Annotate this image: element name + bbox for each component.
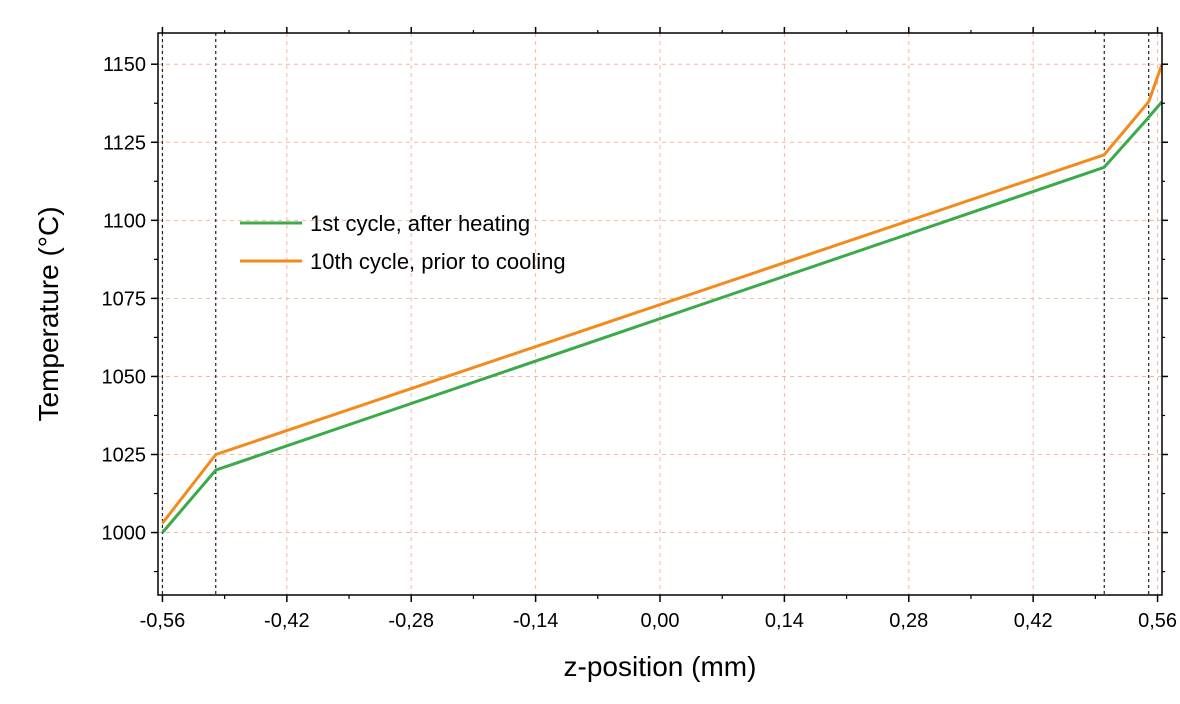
x-tick-label: 0,42 [1014, 610, 1053, 632]
x-tick-label: -0,42 [264, 610, 310, 632]
x-tick-label: -0,56 [140, 610, 186, 632]
y-axis-title: Temperature (°C) [33, 206, 64, 421]
y-tick-label: 1075 [102, 288, 147, 310]
x-tick-label: 0,14 [765, 610, 804, 632]
legend-label-series-1: 1st cycle, after heating [310, 211, 530, 236]
x-axis-title: z-position (mm) [564, 651, 757, 682]
reference-lines [161, 33, 1150, 595]
x-tick-label: 0,28 [889, 610, 928, 632]
x-tick-label: -0,28 [388, 610, 434, 632]
legend-label-series-2: 10th cycle, prior to cooling [310, 249, 566, 274]
axis-ticks: -0,56 -0,42 -0,28 -0,14 0,00 0,14 0,28 0,42 0,56… [102, 27, 1177, 632]
y-tick-label: 1025 [102, 445, 147, 467]
y-tick-label: 1125 [103, 132, 146, 154]
series-line-2 [161, 63, 1164, 525]
series-line-1 [161, 100, 1164, 534]
y-tick-label: 1050 [102, 366, 147, 388]
grid [158, 33, 1162, 595]
series-lines [161, 63, 1164, 534]
y-tick-label: 1150 [103, 54, 146, 76]
legend: 1st cycle, after heating 10th cycle, pri… [240, 211, 566, 274]
x-tick-label: -0,14 [513, 610, 559, 632]
x-tick-label: 0,56 [1138, 610, 1177, 632]
y-tick-label: 1100 [103, 210, 146, 232]
y-tick-label: 1000 [102, 523, 147, 545]
x-tick-label: 0,00 [641, 610, 680, 632]
